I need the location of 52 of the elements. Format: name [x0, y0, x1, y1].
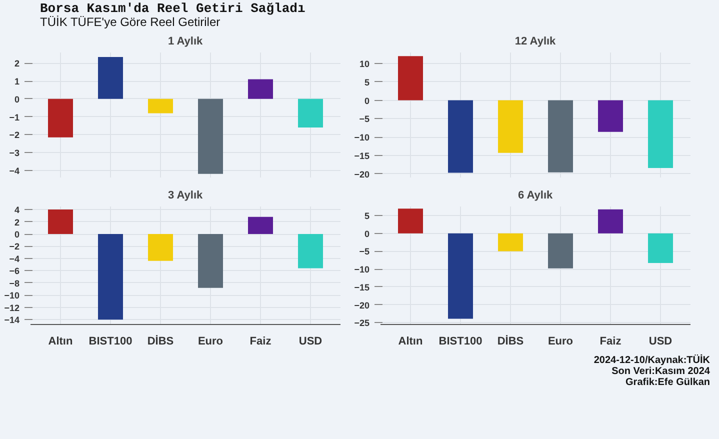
y-tick-label: 2 — [14, 217, 20, 228]
y-tick-label: −3 — [9, 148, 20, 158]
text: Grafik:Efe Gülkan — [626, 377, 710, 388]
y-tick-label: −4 — [9, 254, 20, 264]
y-tick-label: −25 — [354, 318, 370, 328]
x-tick-label: BIST100 — [438, 336, 482, 348]
y-tick-label: −2 — [9, 242, 20, 252]
chart-title: 1 Aylık — [168, 36, 204, 48]
y-tick-label: −14 — [4, 315, 20, 326]
x-tick-label: BIST100 — [88, 336, 132, 348]
y-tick-label: −1 — [9, 112, 20, 122]
text: 2024-12-10/Kaynak:TÜİK — [594, 355, 710, 366]
y-tick-label: 0 — [14, 94, 20, 104]
y-tick-label: −10 — [354, 132, 370, 143]
x-tick-label: Faiz — [600, 336, 622, 348]
x-tick-label: Faiz — [250, 336, 272, 348]
y-tick-label: −10 — [354, 264, 370, 275]
chart-title: 3 Aylık — [168, 190, 204, 202]
y-tick-label: 5 — [364, 77, 370, 88]
y-tick-label: −5 — [359, 114, 370, 124]
y-tick-label: 0 — [364, 228, 370, 239]
y-tick-label: 0 — [14, 230, 20, 240]
y-tick-label: −10 — [4, 290, 20, 301]
text: TÜİK TÜFE'ye Göre Reel Getiriler — [40, 14, 220, 31]
x-tick-label: DİBS — [497, 334, 524, 348]
y-tick-label: −20 — [354, 169, 370, 180]
y-tick-label: 0 — [364, 96, 370, 106]
text: Borsa Kasım'da Reel Getiri Sağladı — [40, 0, 306, 16]
chart-title: 12 Aylık — [514, 36, 557, 48]
y-tick-label: −4 — [9, 166, 20, 176]
y-tick-label: −5 — [359, 246, 370, 257]
x-tick-label: Altın — [48, 336, 73, 348]
y-tick-label: −15 — [354, 282, 370, 292]
text: Son Veri:Kasım 2024 — [612, 366, 710, 377]
y-tick-label: 1 — [14, 76, 20, 87]
y-tick-label: 5 — [364, 210, 370, 221]
y-tick-label: −20 — [354, 300, 370, 310]
x-tick-label: Euro — [548, 336, 574, 348]
y-tick-label: 2 — [14, 58, 20, 69]
x-tick-label: Altın — [398, 336, 423, 348]
y-tick-label: −15 — [354, 150, 370, 161]
x-tick-label: DİBS — [147, 334, 174, 348]
x-tick-label: USD — [648, 336, 672, 348]
chart-title: 6 Aylık — [518, 190, 554, 202]
y-tick-label: −8 — [9, 278, 20, 288]
x-tick-label: Euro — [198, 336, 224, 348]
y-tick-label: −12 — [4, 302, 20, 313]
y-tick-label: −2 — [9, 130, 20, 140]
x-tick-label: USD — [298, 336, 322, 348]
y-tick-label: 4 — [14, 205, 20, 216]
y-tick-label: −6 — [9, 266, 20, 276]
y-tick-label: 10 — [359, 59, 370, 70]
